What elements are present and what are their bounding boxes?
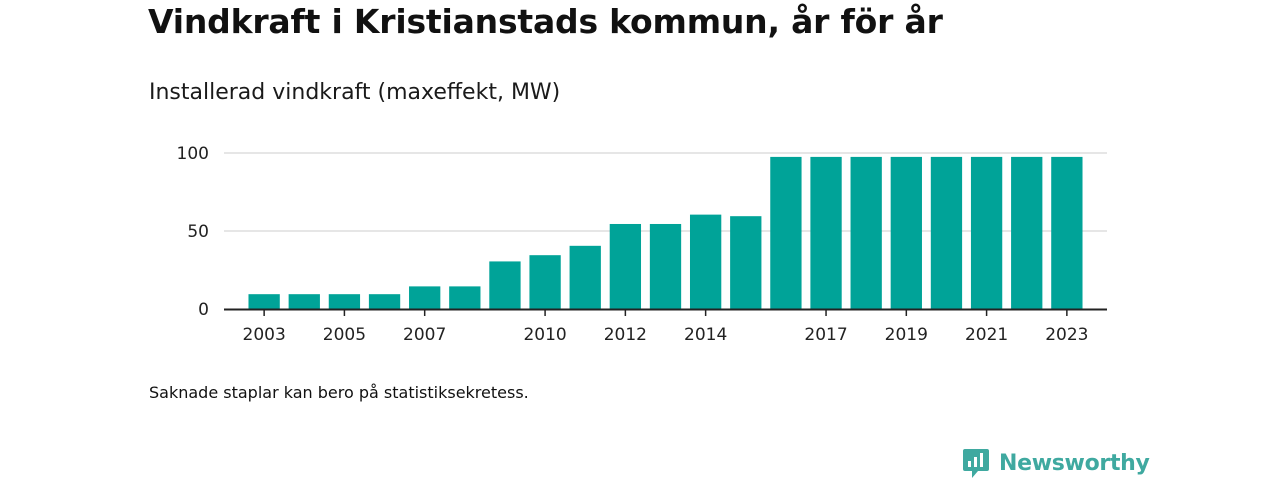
bar-2005 <box>328 294 361 309</box>
bar-2003 <box>248 294 280 309</box>
bar-2012 <box>609 223 642 309</box>
bar-2020 <box>930 156 963 309</box>
x-tick-label-2023: 2023 <box>1045 325 1088 345</box>
brand-name: Newsworthy <box>999 450 1150 476</box>
bar-2021 <box>970 156 1003 309</box>
bar-2018 <box>850 156 882 309</box>
bar-2007 <box>409 286 441 309</box>
bar-2014 <box>689 214 722 309</box>
bar-2008 <box>449 286 481 309</box>
y-tick-label-0: 0 <box>198 300 209 320</box>
x-tick-label-2003: 2003 <box>243 325 286 345</box>
bar-2022 <box>1011 156 1043 309</box>
bar-2016 <box>770 156 802 309</box>
bar-2013 <box>649 223 682 309</box>
x-tick-label-2010: 2010 <box>523 325 566 345</box>
x-tick-label-2017: 2017 <box>804 325 847 345</box>
bar-2017 <box>810 156 842 309</box>
x-tick-label-2005: 2005 <box>323 325 366 345</box>
bar-2015 <box>730 216 762 309</box>
chart-title: Vindkraft i Kristianstads kommun, år för… <box>148 2 943 41</box>
chart-subtitle: Installerad vindkraft (maxeffekt, MW) <box>149 80 561 105</box>
newsworthy-logo-icon <box>963 449 989 478</box>
bar-2010 <box>529 255 561 309</box>
x-tick-label-2012: 2012 <box>604 325 647 345</box>
bar-chart: 0 50 100 2003 2005 2007 2010 2012 2014 2017 2019 20… <box>177 144 1107 345</box>
y-tick-label-100: 100 <box>177 144 209 164</box>
x-tick-label-2019: 2019 <box>885 325 928 345</box>
bar-2006 <box>368 294 401 309</box>
bar-2004 <box>288 294 320 309</box>
bar-2019 <box>890 156 922 309</box>
y-tick-label-50: 50 <box>187 222 209 242</box>
bar-2011 <box>569 245 601 309</box>
bar-2009 <box>489 261 521 309</box>
x-tick-label-2014: 2014 <box>684 325 727 345</box>
x-tick-label-2007: 2007 <box>403 325 446 345</box>
newsworthy-brand[interactable]: Newsworthy <box>962 447 1150 479</box>
bar-2023 <box>1051 156 1083 309</box>
x-tick-label-2021: 2021 <box>965 325 1008 345</box>
footnote: Saknade staplar kan bero på statistiksek… <box>149 383 529 402</box>
